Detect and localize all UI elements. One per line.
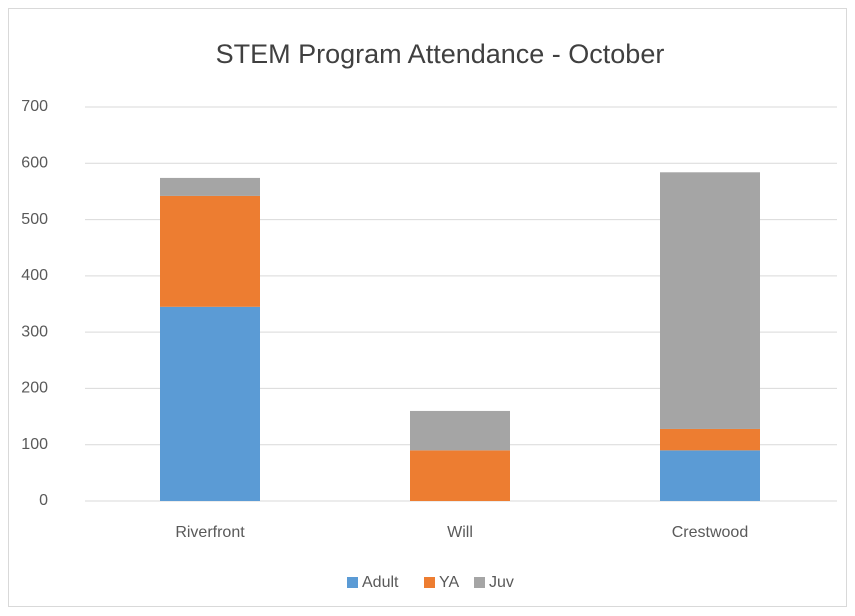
bar-segment	[160, 177, 260, 196]
legend-label: Juv	[489, 574, 514, 591]
y-tick-label: 200	[21, 380, 48, 397]
y-tick-label: 400	[21, 267, 48, 284]
y-tick-label: 600	[21, 155, 48, 172]
x-tick-label: Crestwood	[672, 524, 748, 541]
legend-swatch	[424, 577, 435, 588]
legend-swatch	[474, 577, 485, 588]
bar-segment	[660, 428, 760, 451]
bar-segment	[410, 450, 510, 501]
legend-label: Adult	[362, 574, 399, 591]
y-tick-label: 100	[21, 436, 48, 453]
y-tick-label: 700	[21, 98, 48, 115]
x-tick-label: Riverfront	[175, 524, 245, 541]
legend-label: YA	[439, 574, 459, 591]
bar-segment	[160, 306, 260, 501]
y-tick-label: 0	[39, 492, 48, 509]
bar-segment	[160, 195, 260, 307]
x-tick-label: Will	[447, 524, 473, 541]
y-tick-label: 300	[21, 323, 48, 340]
legend-swatch	[347, 577, 358, 588]
y-tick-label: 500	[21, 211, 48, 228]
bar-segment	[660, 450, 760, 501]
chart-title: STEM Program Attendance - October	[216, 39, 665, 69]
bar-segment	[660, 172, 760, 429]
bar-segment	[410, 410, 510, 451]
